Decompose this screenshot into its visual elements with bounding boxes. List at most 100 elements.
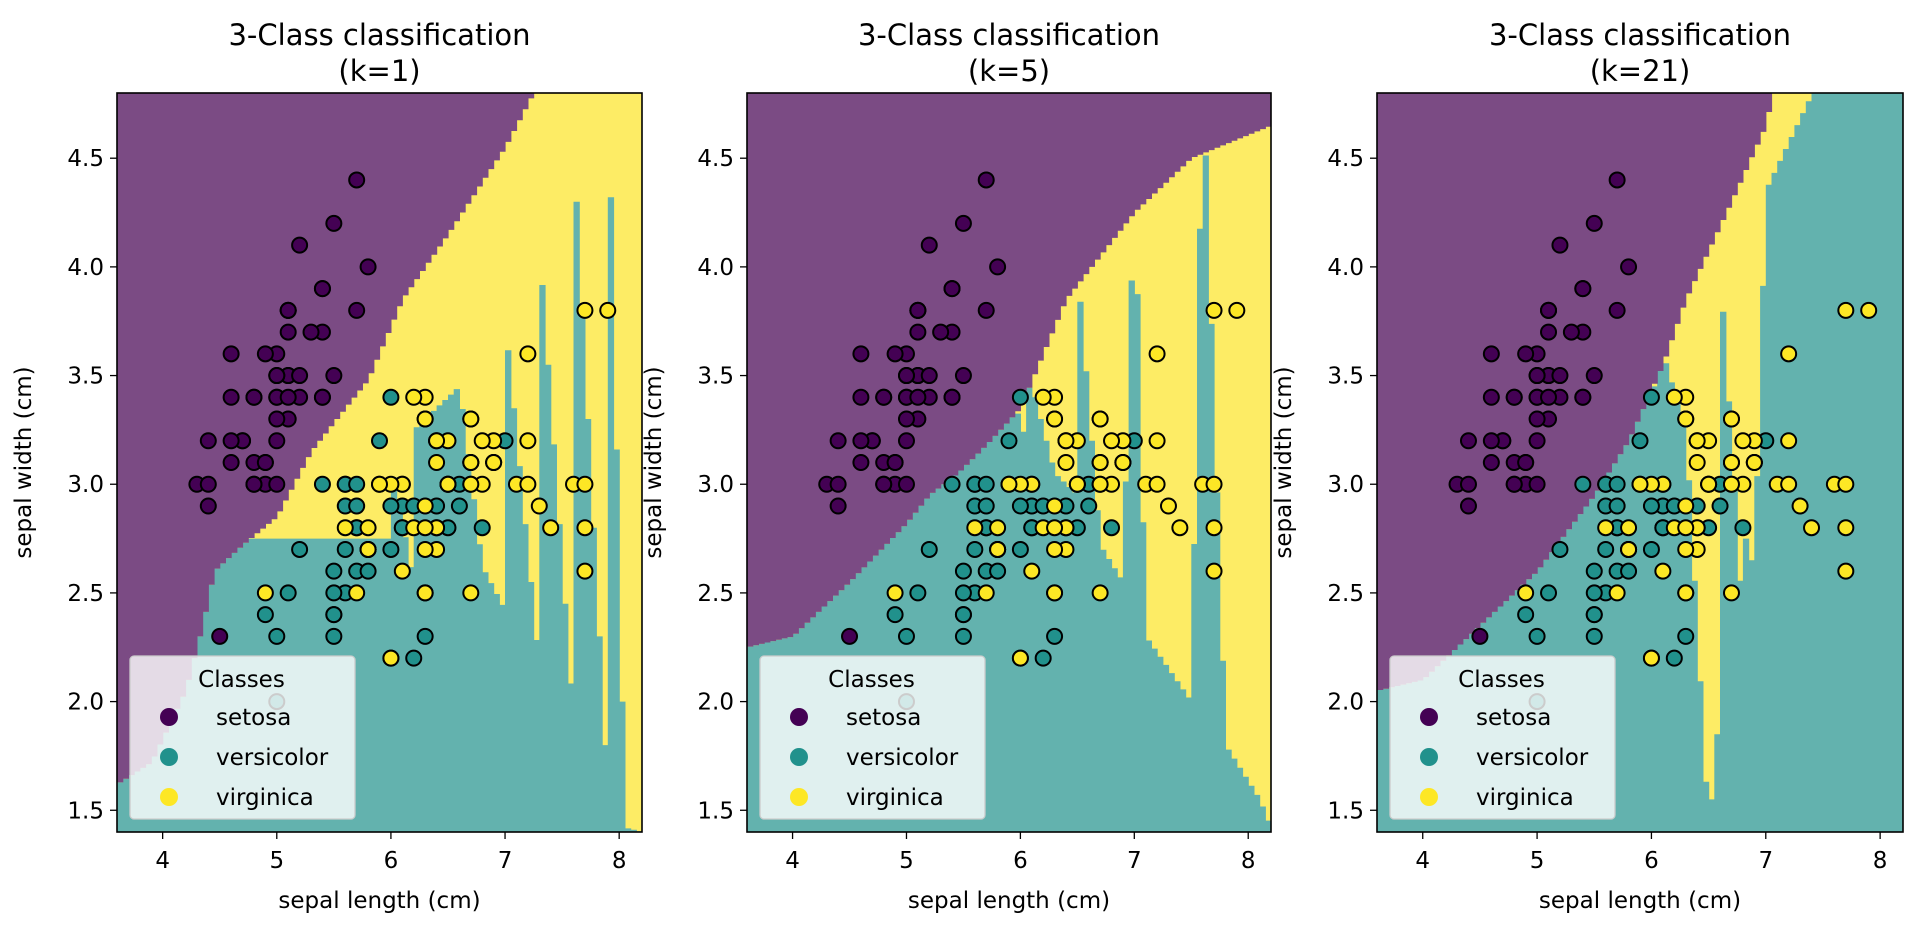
data-point-versicolor bbox=[1608, 475, 1626, 493]
data-point-virginica bbox=[1091, 584, 1109, 602]
data-point-setosa bbox=[1459, 475, 1477, 493]
data-point-setosa bbox=[1620, 258, 1638, 276]
data-point-setosa bbox=[268, 367, 286, 385]
data-point-setosa bbox=[279, 323, 297, 341]
data-point-virginica bbox=[1011, 649, 1029, 667]
data-point-setosa bbox=[1540, 388, 1558, 406]
data-point-setosa bbox=[1608, 301, 1626, 319]
y-tick-label: 3.0 bbox=[1327, 472, 1364, 498]
data-point-setosa bbox=[325, 214, 343, 232]
data-point-virginica bbox=[1837, 519, 1855, 537]
data-point-virginica bbox=[519, 432, 537, 450]
data-point-versicolor bbox=[1642, 388, 1660, 406]
data-point-setosa bbox=[268, 432, 286, 450]
data-point-versicolor bbox=[1585, 562, 1603, 580]
x-tick-label: 4 bbox=[1415, 848, 1430, 874]
region-setosa bbox=[747, 93, 1271, 647]
y-tick-label: 4.5 bbox=[67, 146, 104, 172]
data-point-setosa bbox=[1517, 454, 1535, 471]
data-point-versicolor bbox=[954, 562, 972, 580]
data-point-virginica bbox=[1148, 345, 1166, 363]
y-tick-label: 4.5 bbox=[697, 146, 734, 172]
data-point-versicolor bbox=[977, 497, 995, 515]
data-point-setosa bbox=[1482, 454, 1500, 471]
data-point-virginica bbox=[1677, 497, 1695, 515]
data-point-setosa bbox=[852, 454, 870, 471]
data-point-setosa bbox=[268, 410, 286, 428]
data-point-setosa bbox=[1482, 345, 1500, 363]
data-point-virginica bbox=[439, 475, 457, 493]
data-point-virginica bbox=[359, 519, 377, 537]
data-point-setosa bbox=[1574, 388, 1592, 406]
region-versicolor bbox=[1377, 93, 1903, 832]
data-point-setosa bbox=[909, 323, 927, 341]
data-point-setosa bbox=[954, 367, 972, 385]
data-point-versicolor bbox=[966, 540, 984, 558]
data-point-setosa bbox=[325, 367, 343, 385]
data-point-versicolor bbox=[382, 540, 400, 558]
data-point-virginica bbox=[1860, 301, 1878, 319]
x-tick-label: 5 bbox=[899, 848, 914, 874]
data-point-versicolor bbox=[279, 584, 297, 602]
data-point-setosa bbox=[1574, 280, 1592, 298]
data-point-versicolor bbox=[1551, 540, 1569, 558]
data-point-setosa bbox=[256, 454, 274, 471]
data-point-virginica bbox=[1745, 454, 1763, 471]
data-point-virginica bbox=[1688, 454, 1706, 471]
data-point-virginica bbox=[1046, 584, 1064, 602]
data-point-virginica bbox=[1046, 410, 1064, 428]
data-point-virginica bbox=[382, 649, 400, 667]
data-point-setosa bbox=[875, 388, 893, 406]
y-tick-label: 1.5 bbox=[1327, 798, 1364, 824]
data-point-virginica bbox=[1057, 454, 1075, 471]
legend-title: Classes bbox=[1458, 667, 1545, 693]
data-point-setosa bbox=[829, 475, 847, 493]
x-tick-label: 8 bbox=[1241, 848, 1256, 874]
data-point-setosa bbox=[313, 280, 331, 298]
data-point-virginica bbox=[428, 432, 446, 450]
data-point-versicolor bbox=[268, 627, 286, 645]
data-point-virginica bbox=[1722, 454, 1740, 471]
data-point-virginica bbox=[1837, 475, 1855, 493]
data-point-setosa bbox=[829, 497, 847, 515]
data-point-versicolor bbox=[450, 497, 468, 515]
data-point-setosa bbox=[989, 258, 1007, 276]
data-point-setosa bbox=[1482, 432, 1500, 450]
region-setosa bbox=[1377, 93, 1773, 690]
data-point-virginica bbox=[462, 410, 480, 428]
data-point-setosa bbox=[1459, 432, 1477, 450]
data-point-virginica bbox=[1228, 301, 1246, 319]
y-tick-label: 2.5 bbox=[67, 581, 104, 607]
data-point-virginica bbox=[1722, 584, 1740, 602]
data-point-setosa bbox=[943, 280, 961, 298]
data-point-versicolor bbox=[371, 432, 388, 450]
data-point-virginica bbox=[1791, 497, 1809, 515]
data-point-versicolor bbox=[348, 475, 366, 493]
data-point-virginica bbox=[576, 519, 594, 537]
region-setosa bbox=[117, 93, 535, 783]
data-point-setosa bbox=[199, 475, 217, 493]
data-point-virginica bbox=[1103, 432, 1121, 450]
legend-label-versicolor: versicolor bbox=[846, 745, 959, 771]
x-tick-label: 5 bbox=[269, 848, 284, 874]
data-point-setosa bbox=[268, 475, 286, 493]
data-point-virginica bbox=[1665, 388, 1683, 406]
data-point-versicolor bbox=[1011, 540, 1029, 558]
data-point-versicolor bbox=[405, 649, 423, 667]
legend-marker-setosa bbox=[1420, 708, 1438, 726]
data-point-virginica bbox=[1046, 519, 1064, 537]
data-point-setosa bbox=[222, 454, 240, 471]
data-point-virginica bbox=[989, 540, 1007, 558]
data-point-setosa bbox=[1482, 388, 1500, 406]
data-point-virginica bbox=[1148, 475, 1166, 493]
y-tick-label: 1.5 bbox=[67, 798, 104, 824]
data-point-setosa bbox=[279, 388, 297, 406]
plot-frame bbox=[116, 92, 643, 833]
legend-marker-virginica bbox=[790, 788, 808, 806]
data-point-setosa bbox=[920, 236, 938, 254]
y-tick-label: 4.5 bbox=[1327, 146, 1364, 172]
x-tick-label: 4 bbox=[155, 848, 170, 874]
data-point-virginica bbox=[1057, 432, 1075, 450]
data-point-virginica bbox=[1091, 454, 1109, 471]
data-point-setosa bbox=[1528, 432, 1546, 450]
